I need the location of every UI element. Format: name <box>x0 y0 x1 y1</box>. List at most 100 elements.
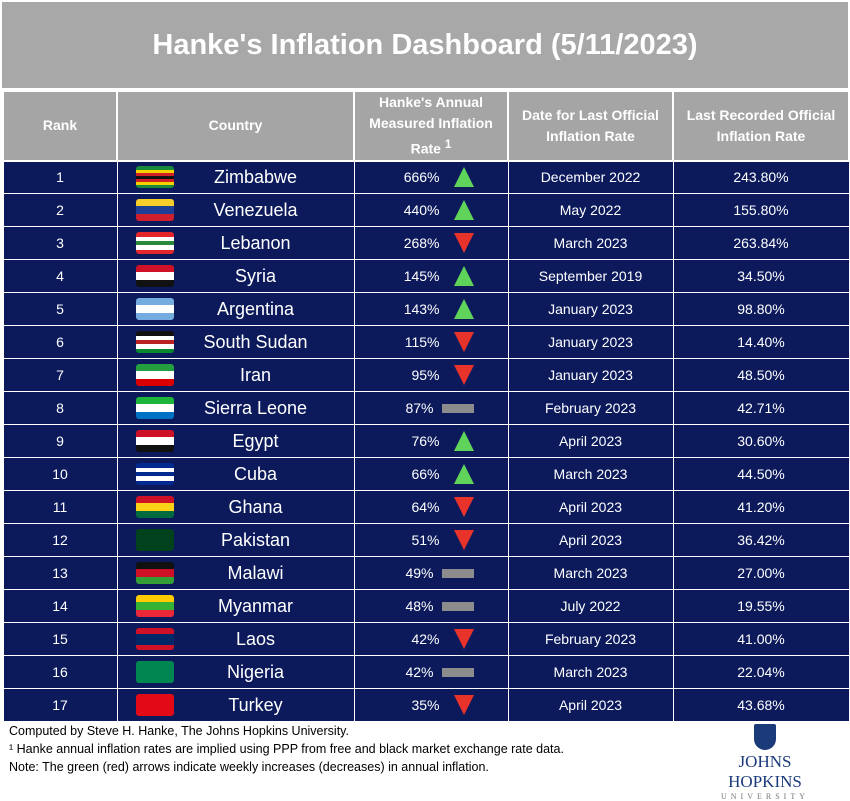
official-rate-cell: 34.50% <box>672 259 850 294</box>
trend-up-icon <box>453 464 474 485</box>
flag-icon <box>135 430 174 453</box>
rank-cell: 8 <box>2 391 118 426</box>
header-rank: Rank <box>2 90 118 162</box>
flag-icon <box>135 331 174 354</box>
country-cell: Pakistan <box>116 523 355 558</box>
official-rate-cell: 155.80% <box>672 193 850 228</box>
hanke-rate-cell: 95% <box>353 358 509 393</box>
country-name: South Sudan <box>203 331 308 352</box>
rank-cell: 14 <box>2 589 118 624</box>
date-cell: February 2023 <box>507 391 674 426</box>
hanke-rate: 87% <box>405 400 434 417</box>
table-row: 1 Zimbabwe 666% December 2022 243.80% <box>2 160 850 195</box>
official-rate-cell: 22.04% <box>672 655 850 690</box>
flag-icon <box>135 595 174 618</box>
rank-cell: 15 <box>2 622 118 657</box>
hanke-rate-cell: 66% <box>353 457 509 492</box>
shield-icon <box>754 724 776 750</box>
country-cell: Iran <box>116 358 355 393</box>
table-row: 14 Myanmar 48% July 2022 19.55% <box>2 589 850 624</box>
hanke-rate: 66% <box>411 466 440 483</box>
date-cell: April 2023 <box>507 424 674 459</box>
flag-icon <box>135 694 174 717</box>
date-cell: January 2023 <box>507 358 674 393</box>
flag-icon <box>135 397 174 420</box>
country-name: Syria <box>234 265 276 286</box>
date-cell: February 2023 <box>507 622 674 657</box>
hanke-rate-cell: 143% <box>353 292 509 327</box>
header-country: Country <box>116 90 355 162</box>
country-name: Ghana <box>228 496 283 517</box>
hanke-rate: 95% <box>411 367 440 384</box>
country-cell: Laos <box>116 622 355 657</box>
official-rate-cell: 44.50% <box>672 457 850 492</box>
rank-cell: 9 <box>2 424 118 459</box>
jhu-logo: Johns Hopkins UNIVERSITY <box>700 724 830 801</box>
table-row: 8 Sierra Leone 87% February 2023 42.71% <box>2 391 850 426</box>
hanke-rate: 42% <box>405 664 434 681</box>
trend-down-icon <box>453 695 474 716</box>
country-name: Argentina <box>216 298 295 319</box>
rank-cell: 16 <box>2 655 118 690</box>
table-row: 11 Ghana 64% April 2023 41.20% <box>2 490 850 525</box>
flag-icon <box>135 232 174 255</box>
official-rate-cell: 263.84% <box>672 226 850 261</box>
official-rate-cell: 98.80% <box>672 292 850 327</box>
country-name: Nigeria <box>226 661 285 682</box>
table-row: 13 Malawi 49% March 2023 27.00% <box>2 556 850 591</box>
trend-down-icon <box>453 365 474 386</box>
official-rate-cell: 19.55% <box>672 589 850 624</box>
table-row: 10 Cuba 66% March 2023 44.50% <box>2 457 850 492</box>
country-cell: Myanmar <box>116 589 355 624</box>
hanke-rate-cell: 87% <box>353 391 509 426</box>
hanke-rate: 49% <box>405 565 434 582</box>
flag-icon <box>135 661 174 684</box>
date-cell: April 2023 <box>507 490 674 525</box>
footnote-credit: Computed by Steve H. Hanke, The Johns Ho… <box>9 724 349 738</box>
table-row: 2 Venezuela 440% May 2022 155.80% <box>2 193 850 228</box>
table-row: 7 Iran 95% January 2023 48.50% <box>2 358 850 393</box>
trend-flat-icon <box>441 403 474 413</box>
flag-icon <box>135 628 174 651</box>
country-cell: Ghana <box>116 490 355 525</box>
trend-down-icon <box>453 332 474 353</box>
table-row: 4 Syria 145% September 2019 34.50% <box>2 259 850 294</box>
official-rate-cell: 30.60% <box>672 424 850 459</box>
date-cell: March 2023 <box>507 457 674 492</box>
hanke-rate-cell: 42% <box>353 622 509 657</box>
country-name: Zimbabwe <box>213 166 298 187</box>
country-cell: South Sudan <box>116 325 355 360</box>
flag-icon <box>135 265 174 288</box>
footnote-method: ¹ Hanke annual inflation rates are impli… <box>9 742 564 756</box>
hanke-rate-cell: 35% <box>353 688 509 723</box>
country-name: Pakistan <box>220 529 291 550</box>
date-cell: January 2023 <box>507 292 674 327</box>
logo-sub: UNIVERSITY <box>721 792 809 801</box>
official-rate-cell: 36.42% <box>672 523 850 558</box>
trend-up-icon <box>453 200 474 221</box>
trend-flat-icon <box>441 601 474 611</box>
table-row: 12 Pakistan 51% April 2023 36.42% <box>2 523 850 558</box>
hanke-rate: 42% <box>411 631 440 648</box>
official-rate-cell: 43.68% <box>672 688 850 723</box>
flag-icon <box>135 562 174 585</box>
date-cell: March 2023 <box>507 226 674 261</box>
table-row: 9 Egypt 76% April 2023 30.60% <box>2 424 850 459</box>
hanke-rate-cell: 48% <box>353 589 509 624</box>
trend-down-icon <box>453 629 474 650</box>
rank-cell: 3 <box>2 226 118 261</box>
rank-cell: 10 <box>2 457 118 492</box>
flag-icon <box>135 463 174 486</box>
trend-up-icon <box>453 299 474 320</box>
trend-down-icon <box>453 233 474 254</box>
hanke-rate-cell: 268% <box>353 226 509 261</box>
country-cell: Sierra Leone <box>116 391 355 426</box>
hanke-rate: 48% <box>405 598 434 615</box>
country-cell: Cuba <box>116 457 355 492</box>
rank-cell: 5 <box>2 292 118 327</box>
flag-icon <box>135 529 174 552</box>
official-rate-cell: 14.40% <box>672 325 850 360</box>
country-cell: Egypt <box>116 424 355 459</box>
country-cell: Syria <box>116 259 355 294</box>
official-rate-cell: 42.71% <box>672 391 850 426</box>
